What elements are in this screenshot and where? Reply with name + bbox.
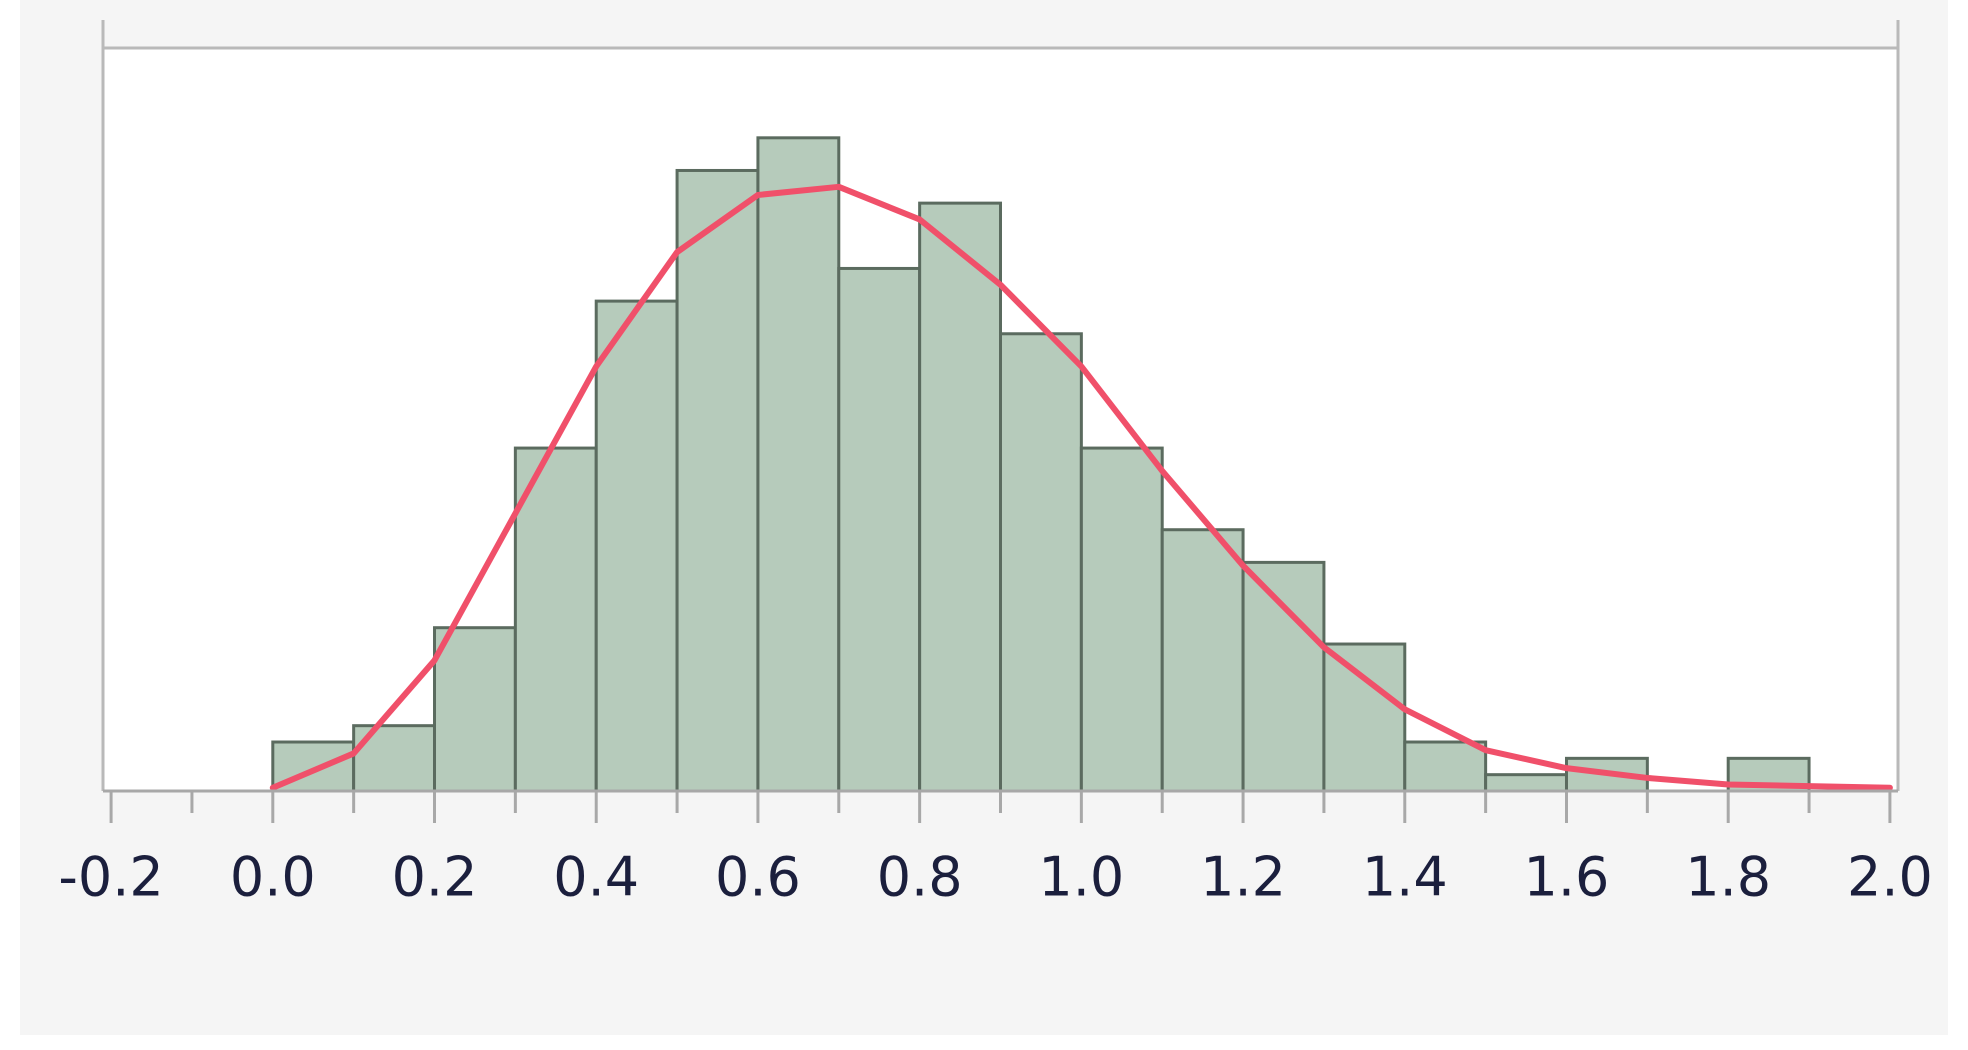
bar [433,626,517,793]
x-tick-label: 0.0 [230,846,316,909]
x-tick-label: 2.0 [1847,846,1933,909]
x-tick-label: -0.2 [58,846,163,909]
x-tick-label: 0.2 [392,846,478,909]
bar [1079,446,1164,793]
bar [1322,642,1407,793]
bar [918,201,1003,793]
x-tick-label: 0.6 [715,846,801,909]
x-tick-label: 1.4 [1362,846,1448,909]
bar [513,446,598,793]
x-tick-label: 1.2 [1200,846,1286,909]
bar [594,299,679,793]
bar [756,136,841,793]
x-tick-label: 0.4 [553,846,639,909]
bar [837,266,922,793]
x-tick-label: 1.6 [1524,846,1610,909]
bar [1160,528,1245,793]
x-tick-label: 0.8 [877,846,963,909]
x-tick-label: 1.0 [1038,846,1124,909]
bar [1241,560,1326,793]
x-tick-label: 1.8 [1685,846,1771,909]
bar [999,332,1083,793]
bar [1403,740,1488,793]
bar [1484,773,1568,793]
fit-curve [269,183,1893,791]
bar [675,168,760,793]
